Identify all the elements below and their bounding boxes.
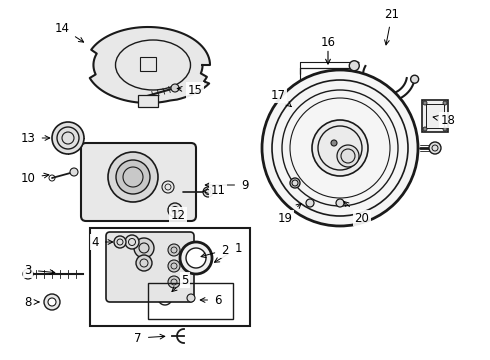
Circle shape <box>70 168 78 176</box>
Text: 14: 14 <box>54 22 84 42</box>
Text: 2: 2 <box>201 243 229 258</box>
Text: 7: 7 <box>134 332 165 345</box>
Circle shape <box>168 276 180 288</box>
Text: 8: 8 <box>24 296 39 309</box>
Circle shape <box>331 140 337 146</box>
Circle shape <box>423 101 427 105</box>
Bar <box>90 228 250 326</box>
Text: 16: 16 <box>320 36 336 64</box>
Text: 6: 6 <box>200 293 222 306</box>
Text: 3: 3 <box>24 264 55 276</box>
Circle shape <box>262 70 418 226</box>
Circle shape <box>52 122 84 154</box>
Circle shape <box>411 75 418 83</box>
Bar <box>426 104 444 128</box>
Circle shape <box>168 244 180 256</box>
Ellipse shape <box>186 248 206 268</box>
Circle shape <box>203 187 213 197</box>
Text: 1: 1 <box>215 242 242 262</box>
Ellipse shape <box>180 242 212 274</box>
Bar <box>422 100 448 132</box>
Text: 11: 11 <box>203 184 225 197</box>
Circle shape <box>168 260 180 272</box>
Circle shape <box>336 199 344 207</box>
Bar <box>138 95 158 107</box>
FancyBboxPatch shape <box>81 143 196 221</box>
Circle shape <box>168 203 182 217</box>
Circle shape <box>349 61 359 71</box>
Text: 9: 9 <box>205 179 249 192</box>
Circle shape <box>108 152 158 202</box>
Polygon shape <box>90 27 210 103</box>
Text: 10: 10 <box>21 171 49 185</box>
Circle shape <box>337 145 359 167</box>
FancyBboxPatch shape <box>106 232 194 302</box>
Circle shape <box>429 142 441 154</box>
Circle shape <box>116 160 150 194</box>
Text: 4: 4 <box>91 235 113 248</box>
Bar <box>140 57 156 71</box>
Circle shape <box>125 235 139 249</box>
Circle shape <box>136 255 152 271</box>
Text: 17: 17 <box>270 89 291 107</box>
Text: 13: 13 <box>21 131 50 144</box>
Circle shape <box>443 101 447 105</box>
Text: 5: 5 <box>172 274 189 292</box>
Circle shape <box>44 294 60 310</box>
Circle shape <box>423 127 427 131</box>
Circle shape <box>48 298 56 306</box>
Circle shape <box>306 199 314 207</box>
Circle shape <box>187 294 195 302</box>
Circle shape <box>443 127 447 131</box>
Circle shape <box>290 178 300 188</box>
Text: 18: 18 <box>433 113 455 126</box>
Circle shape <box>171 84 179 92</box>
Bar <box>148 283 233 319</box>
Circle shape <box>114 236 126 248</box>
Circle shape <box>312 120 368 176</box>
Text: 21: 21 <box>385 8 399 45</box>
Circle shape <box>23 269 33 279</box>
Text: 19: 19 <box>277 203 301 225</box>
Text: 20: 20 <box>344 202 369 225</box>
Circle shape <box>134 238 154 258</box>
Text: 15: 15 <box>177 84 202 96</box>
Text: 12: 12 <box>171 208 186 221</box>
